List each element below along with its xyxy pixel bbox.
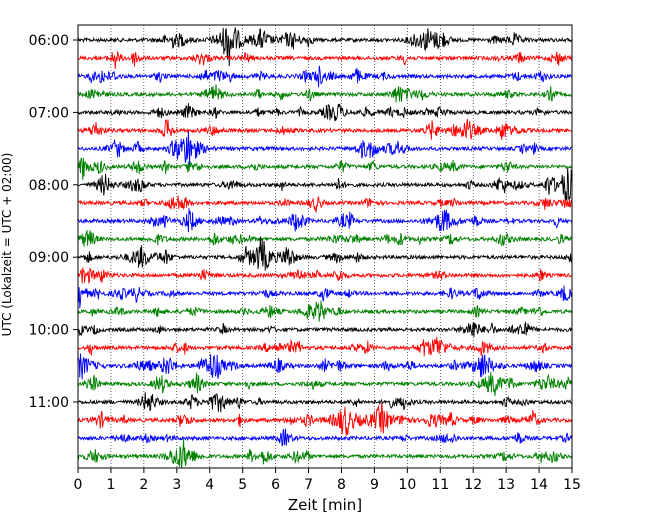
x-tick-label: 0 bbox=[74, 477, 83, 493]
trace-row bbox=[77, 392, 573, 413]
y-axis-ticks: 06:00 07:00 08:00 09:00 10:00 11:00 bbox=[29, 33, 78, 411]
seismogram-traces bbox=[77, 27, 573, 468]
x-tick-label: 4 bbox=[205, 477, 214, 493]
x-tick-label: 12 bbox=[464, 477, 482, 493]
trace-row bbox=[77, 118, 573, 140]
x-tick-label: 6 bbox=[271, 477, 280, 493]
x-tick-label: 13 bbox=[497, 477, 515, 493]
y-tick-label: 11:00 bbox=[29, 395, 69, 411]
y-tick-label: 06:00 bbox=[29, 33, 69, 49]
trace-row bbox=[77, 285, 573, 309]
trace-row bbox=[77, 353, 573, 380]
plot-frame bbox=[77, 24, 573, 469]
trace-row bbox=[77, 320, 572, 338]
x-tick-label: 9 bbox=[370, 477, 379, 493]
trace-row bbox=[77, 371, 573, 397]
y-tick-label: 09:00 bbox=[29, 250, 69, 266]
x-tick-label: 1 bbox=[106, 477, 115, 493]
x-axis-label: Zeit [min] bbox=[288, 496, 362, 514]
x-tick-label: 3 bbox=[172, 477, 181, 493]
trace-row bbox=[77, 65, 572, 88]
trace-row bbox=[77, 403, 573, 436]
y-tick-label: 07:00 bbox=[29, 105, 69, 121]
trace-row bbox=[77, 230, 573, 247]
trace-row bbox=[77, 267, 572, 285]
x-tick-label: 7 bbox=[304, 477, 313, 493]
trace-row bbox=[77, 195, 573, 214]
trace-row bbox=[77, 157, 573, 181]
x-tick-label: 5 bbox=[238, 477, 247, 493]
y-tick-label: 10:00 bbox=[29, 323, 69, 339]
trace-row bbox=[77, 438, 573, 468]
trace-row bbox=[77, 131, 572, 167]
trace-row bbox=[77, 103, 573, 122]
x-tick-label: 11 bbox=[431, 477, 449, 493]
x-tick-label: 8 bbox=[337, 477, 346, 493]
x-tick-label: 14 bbox=[530, 477, 548, 493]
x-tick-label: 2 bbox=[139, 477, 148, 493]
trace-row bbox=[77, 336, 573, 357]
trace-row bbox=[77, 428, 573, 447]
trace-row bbox=[77, 300, 573, 322]
trace-row bbox=[77, 168, 573, 202]
trace-row bbox=[77, 27, 573, 67]
y-tick-label: 08:00 bbox=[29, 178, 69, 194]
trace-row bbox=[77, 51, 573, 70]
x-tick-label: 15 bbox=[563, 477, 581, 493]
y-axis-label: UTC (Lokalzeit = UTC + 02:00) bbox=[0, 153, 14, 337]
trace-row bbox=[77, 208, 573, 233]
trace-row bbox=[77, 236, 573, 271]
grid-lines bbox=[110, 25, 540, 468]
x-tick-label: 10 bbox=[398, 477, 416, 493]
x-axis-ticks: 0 1 2 3 4 5 6 7 8 9 10 11 12 13 14 15 bbox=[74, 468, 581, 493]
trace-row bbox=[77, 84, 573, 103]
